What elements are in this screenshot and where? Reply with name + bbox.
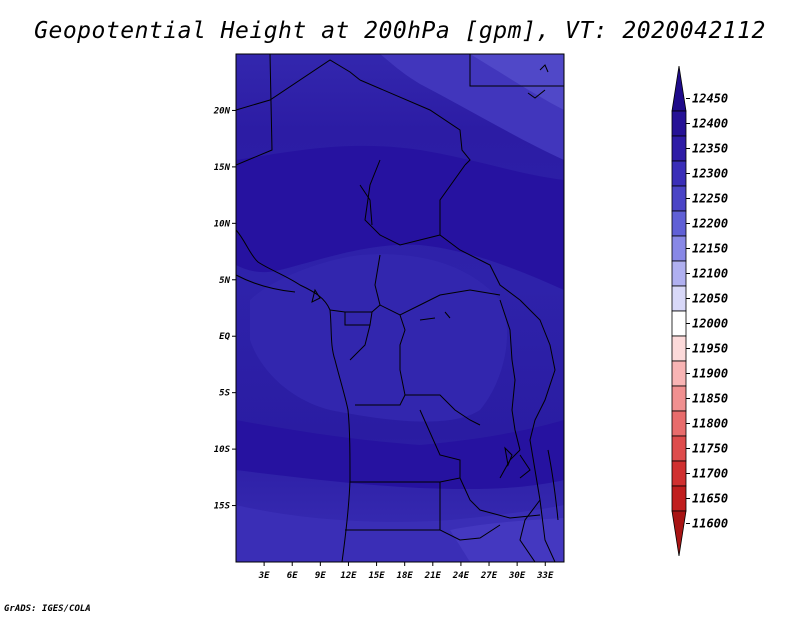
colorbar-label: 11900 [692,367,728,381]
x-tick-label: 15E [368,571,385,581]
colorbar-label: 12050 [692,292,728,306]
x-tick-label: 6E [287,571,298,581]
y-tick-label: EQ [219,332,230,342]
colorbar-swatch [671,385,687,412]
footer-credit: GrADS: IGES/COLA [4,604,91,614]
colorbar-swatch [671,460,687,487]
colorbar-swatch [671,360,687,387]
y-tick-label: 15N [214,163,231,173]
x-tick-label: 27E [480,571,498,581]
y-tick-label: 15S [214,502,231,512]
colorbar-swatch [671,185,687,212]
colorbar-label: 11850 [692,392,728,406]
map-frame [235,53,565,563]
y-tick-label: 10S [214,445,231,455]
coastlines-borders [236,54,564,562]
colorbar-label: 12150 [692,242,728,256]
x-tick-label: 9E [315,571,326,581]
x-tick-label: 3E [258,571,270,581]
colorbar-label: 11650 [692,492,728,506]
x-tick-label: 21E [424,571,442,581]
y-tick-label: 10N [214,219,231,229]
colorbar-label: 12450 [692,92,728,106]
x-tick-label: 30E [508,571,526,581]
colorbar-swatch [671,335,687,362]
colorbar-swatch [671,485,687,512]
colorbar-label: 12350 [692,142,728,156]
colorbar: 12450 12400 12350 12300 12250 12200 12150 12100… [671,65,728,557]
colorbar-swatch [671,210,687,237]
y-axis: 20N 15N 10N 5N EQ 5S 10S 15S [213,106,236,512]
colorbar-label: 11600 [692,517,728,531]
y-tick-label: 20N [213,106,231,116]
colorbar-label: 12100 [692,267,728,281]
colorbar-swatch [671,135,687,162]
colorbar-label: 12300 [692,167,728,181]
colorbar-swatch [671,435,687,462]
colorbar-swatch [671,410,687,437]
x-tick-label: 12E [340,571,357,581]
colorbar-label: 12000 [692,317,728,331]
y-tick-label: 5N [219,276,230,286]
x-tick-label: 33E [536,571,554,581]
colorbar-label: 12400 [692,117,728,131]
x-tick-label: 24E [452,571,470,581]
height-field [236,54,564,562]
x-axis: 3E 6E 9E 12E 15E 18E 21E 24E 27E 30E 33E [258,562,554,581]
plot-title: Geopotential Height at 200hPa [gpm], VT:… [34,18,766,44]
colorbar-label: 12250 [692,192,728,206]
colorbar-swatch [671,235,687,262]
colorbar-label: 11950 [692,342,728,356]
y-tick-label: 5S [219,389,230,399]
x-tick-label: 18E [397,571,414,581]
colorbar-label: 11700 [692,467,728,481]
colorbar-swatch [671,260,687,287]
colorbar-label: 11800 [692,417,728,431]
colorbar-swatch [671,110,687,137]
colorbar-swatch [671,285,687,312]
colorbar-swatch [671,65,687,112]
colorbar-swatch [671,160,687,187]
colorbar-label: 11750 [692,442,728,456]
colorbar-swatch [671,510,687,557]
colorbar-label: 12200 [692,217,728,231]
colorbar-swatch [671,310,687,337]
